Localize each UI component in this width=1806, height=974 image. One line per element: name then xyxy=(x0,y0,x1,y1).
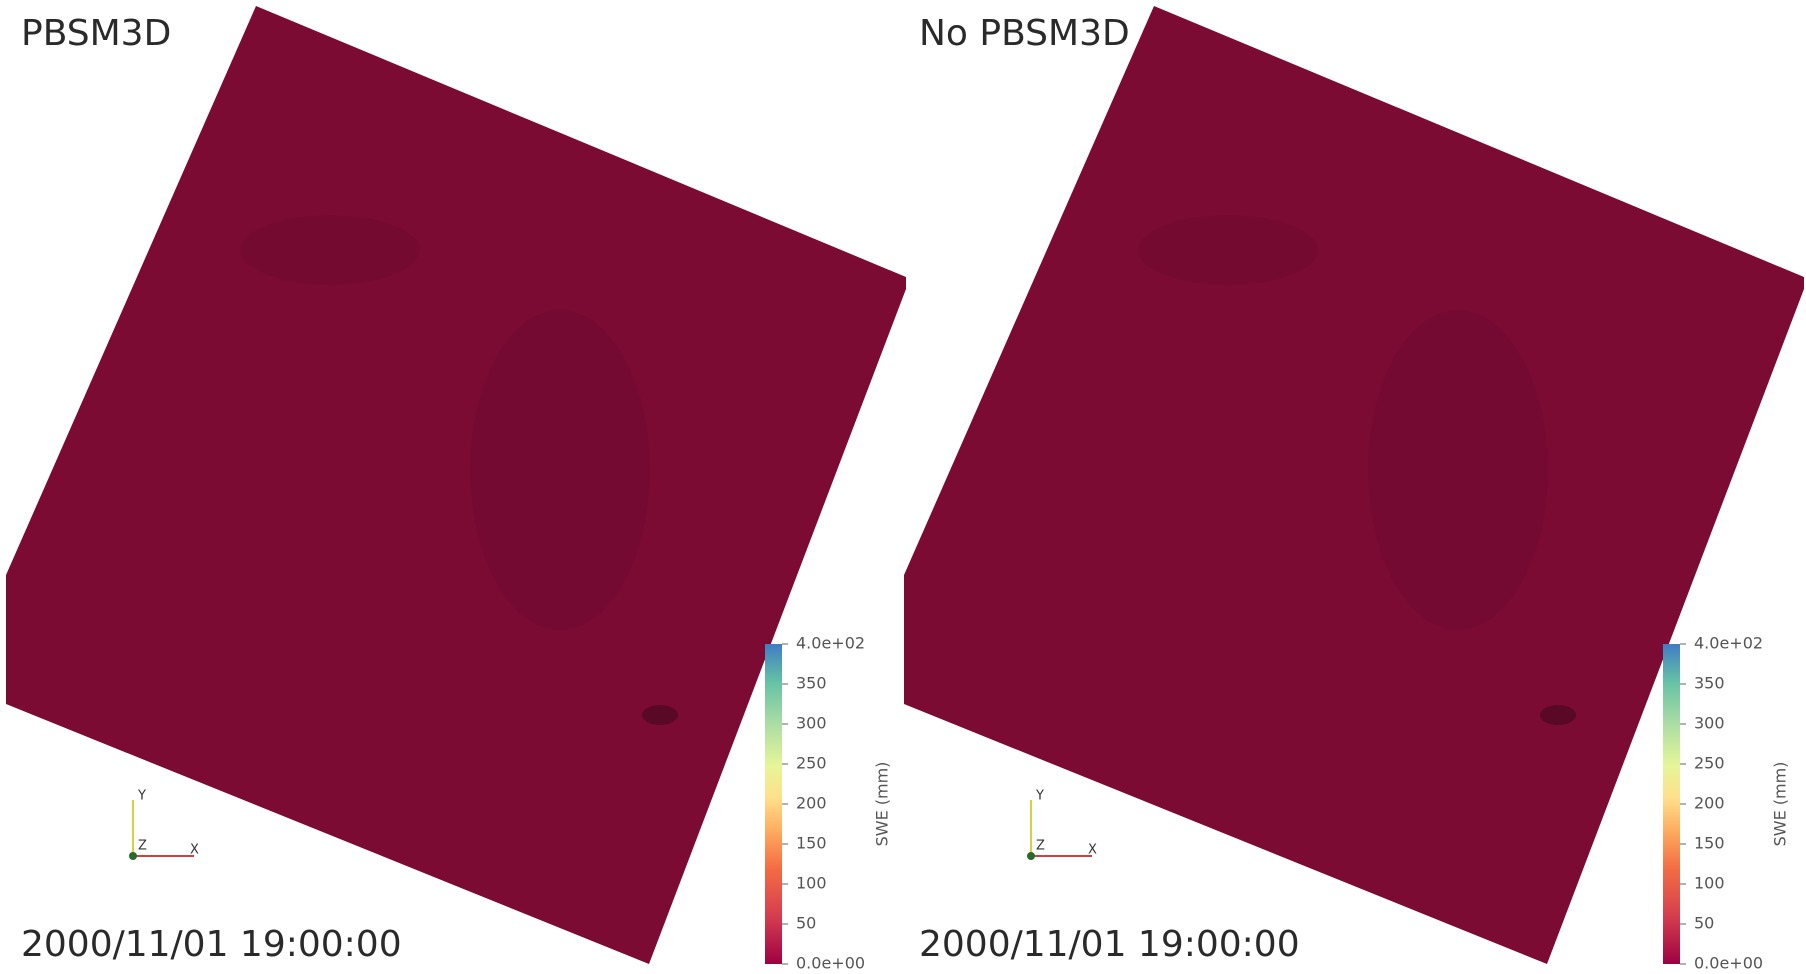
colorbar-tick-label: 200 xyxy=(796,794,827,813)
terrain-shade xyxy=(1540,705,1576,725)
screenshot: PBSM3D 2000/11/01 19:00:00 0.0e+00 50 100 150… xyxy=(0,0,1806,974)
colorbar-tick-label: 350 xyxy=(1694,674,1725,693)
view-panel: PBSM3D 2000/11/01 19:00:00 0.0e+00 50 100 150… xyxy=(6,6,906,973)
colorbar xyxy=(765,644,782,964)
colorbar-tick-label: 300 xyxy=(1694,714,1725,733)
colorbar-tick-label: 200 xyxy=(1694,794,1725,813)
triad-label: Z xyxy=(138,839,147,854)
panel-title: PBSM3D xyxy=(21,13,171,54)
triad-label: Z xyxy=(1036,839,1045,854)
timestamp: 2000/11/01 19:00:00 xyxy=(21,924,402,965)
colorbar xyxy=(1663,644,1680,964)
triad-origin xyxy=(129,852,137,860)
colorbar-title: SWE (mm) xyxy=(873,762,892,847)
triad-label: Y xyxy=(137,789,146,804)
colorbar-tick-label: 100 xyxy=(796,874,827,893)
colorbar-tick-label: 150 xyxy=(1694,834,1725,853)
terrain-shade xyxy=(240,215,420,285)
colorbar-tick-label: 0.0e+00 xyxy=(796,954,865,973)
colorbar-tick-label: 100 xyxy=(1694,874,1725,893)
terrain-shade xyxy=(1368,310,1548,630)
terrain-shade xyxy=(470,310,650,630)
colorbar-tick-label: 4.0e+02 xyxy=(796,634,865,653)
colorbar-tick-label: 4.0e+02 xyxy=(1694,634,1763,653)
colorbar-tick-label: 300 xyxy=(796,714,827,733)
panel-title: No PBSM3D xyxy=(919,13,1130,54)
timestamp: 2000/11/01 19:00:00 xyxy=(919,924,1300,965)
triad-label: X xyxy=(190,843,199,858)
colorbar-tick-label: 250 xyxy=(1694,754,1725,773)
colorbar-tick-label: 250 xyxy=(796,754,827,773)
colorbar-tick-label: 50 xyxy=(796,914,816,933)
triad-label: X xyxy=(1088,843,1097,858)
colorbar-tick-label: 0.0e+00 xyxy=(1694,954,1763,973)
colorbar-tick-label: 50 xyxy=(1694,914,1714,933)
terrain-shade xyxy=(642,705,678,725)
triad-origin xyxy=(1027,852,1035,860)
view-panel: No PBSM3D 2000/11/01 19:00:00 0.0e+00 50 100… xyxy=(904,6,1804,973)
colorbar-tick-label: 150 xyxy=(796,834,827,853)
colorbar-title: SWE (mm) xyxy=(1771,762,1790,847)
terrain-shade xyxy=(1138,215,1318,285)
triad-label: Y xyxy=(1035,789,1044,804)
colorbar-tick-label: 350 xyxy=(796,674,827,693)
